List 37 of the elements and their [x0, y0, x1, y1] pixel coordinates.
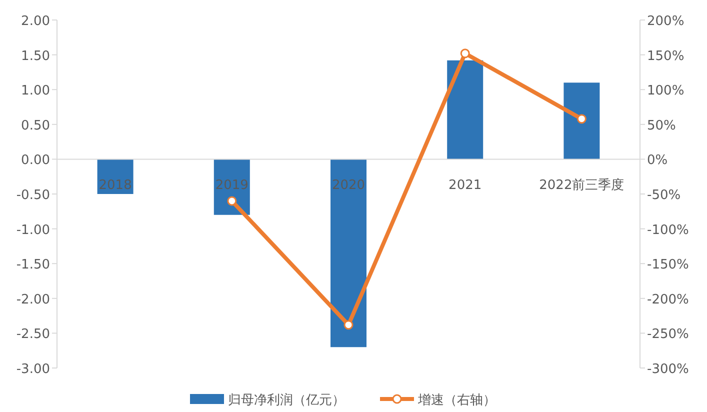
- x-tick-label: 2018: [98, 178, 132, 194]
- bar: [447, 60, 484, 160]
- y2-tick-label: 100%: [647, 84, 684, 99]
- y2-tick-label: -150%: [647, 258, 689, 273]
- y-tick-label: -3.00: [16, 362, 50, 377]
- point: [227, 196, 237, 206]
- y2-tick-label: -300%: [647, 362, 689, 377]
- y2-tick-label: -50%: [647, 188, 681, 203]
- y-tick-label: -1.00: [16, 222, 50, 238]
- bar: [214, 159, 250, 215]
- x-tick-label: 2019: [215, 178, 248, 194]
- y2-tick-label: 150%: [647, 48, 684, 64]
- y-tick-label: 0.50: [21, 118, 50, 134]
- x-tick-label: 2020: [332, 178, 366, 194]
- y-tick-label: -2.50: [16, 327, 50, 342]
- bar: [330, 159, 366, 348]
- y-tick-label: 1.50: [21, 48, 50, 64]
- x-tick-label: 2021: [448, 178, 482, 194]
- y2-tick-label: -250%: [647, 327, 689, 342]
- y-tick-label: 0.00: [21, 153, 50, 168]
- legend-label: 增速（右轴）: [417, 393, 496, 408]
- x-tick-label: 2022前三季度: [539, 177, 624, 194]
- y-tick-label: 1.00: [21, 84, 50, 99]
- legend-label: 归母净利润（亿元）: [228, 393, 345, 408]
- y-tick-label: -1.50: [16, 258, 50, 273]
- point: [576, 114, 586, 124]
- y2-tick-label: 0%: [647, 153, 668, 168]
- y-tick-label: -2.00: [16, 292, 50, 308]
- y2-tick-label: -200%: [647, 292, 689, 308]
- y-tick-label: 2.00: [21, 14, 50, 29]
- bar: [564, 82, 600, 160]
- point: [460, 48, 470, 58]
- y-tick-label: -0.50: [16, 188, 50, 203]
- y2-tick-label: 50%: [647, 118, 676, 134]
- y2-tick-label: -100%: [647, 222, 689, 238]
- y2-tick-label: 200%: [647, 14, 684, 29]
- point: [344, 320, 354, 330]
